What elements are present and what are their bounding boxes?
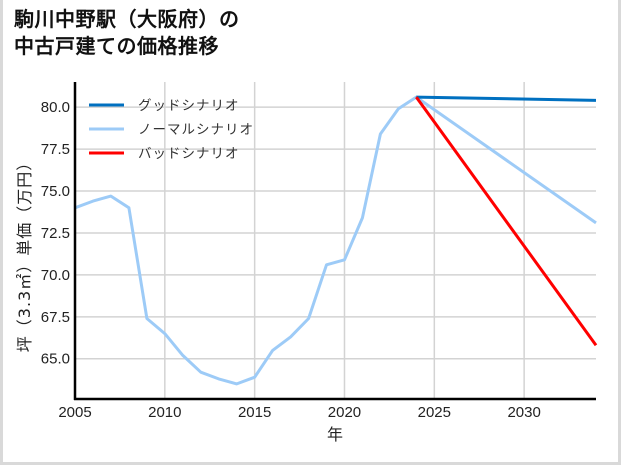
x-tick-label: 2025 bbox=[418, 404, 451, 421]
data-series bbox=[74, 95, 598, 386]
y-axis-label: 坪（3.3㎡）単価（万円） bbox=[15, 154, 34, 352]
y-tick-label: 75.0 bbox=[41, 183, 70, 200]
x-tick-label: 2005 bbox=[58, 404, 91, 421]
y-tick-label: 72.5 bbox=[41, 225, 70, 242]
y-tick-label: 67.5 bbox=[41, 309, 70, 326]
x-axis-label: 年 bbox=[327, 425, 343, 444]
axes bbox=[73, 82, 596, 401]
series-line-0 bbox=[416, 95, 597, 102]
chart-title: 駒川中野駅（大阪府）の 中古戸建ての価格推移 bbox=[14, 7, 240, 58]
x-tick-label: 2015 bbox=[238, 404, 271, 421]
y-tick-label: 77.5 bbox=[41, 141, 70, 158]
series-line-2 bbox=[415, 96, 598, 347]
legend-label-0: グッドシナリオ bbox=[138, 98, 240, 114]
y-tick-label: 70.0 bbox=[41, 267, 70, 284]
x-tick-label: 2010 bbox=[148, 404, 181, 421]
legend-label-2: バッドシナリオ bbox=[138, 146, 240, 162]
y-tick-label: 65.0 bbox=[41, 351, 70, 368]
x-tick-label: 2030 bbox=[507, 404, 540, 421]
tick-labels: 2005 2010 2015 2020 2025 2030 65.0 67.5 70.0 72.5… bbox=[41, 99, 541, 421]
legend-label-1: ノーマルシナリオ bbox=[138, 122, 254, 138]
y-tick-label: 80.0 bbox=[41, 99, 70, 116]
x-tick-label: 2020 bbox=[328, 404, 361, 421]
series-line-1 bbox=[74, 95, 597, 386]
